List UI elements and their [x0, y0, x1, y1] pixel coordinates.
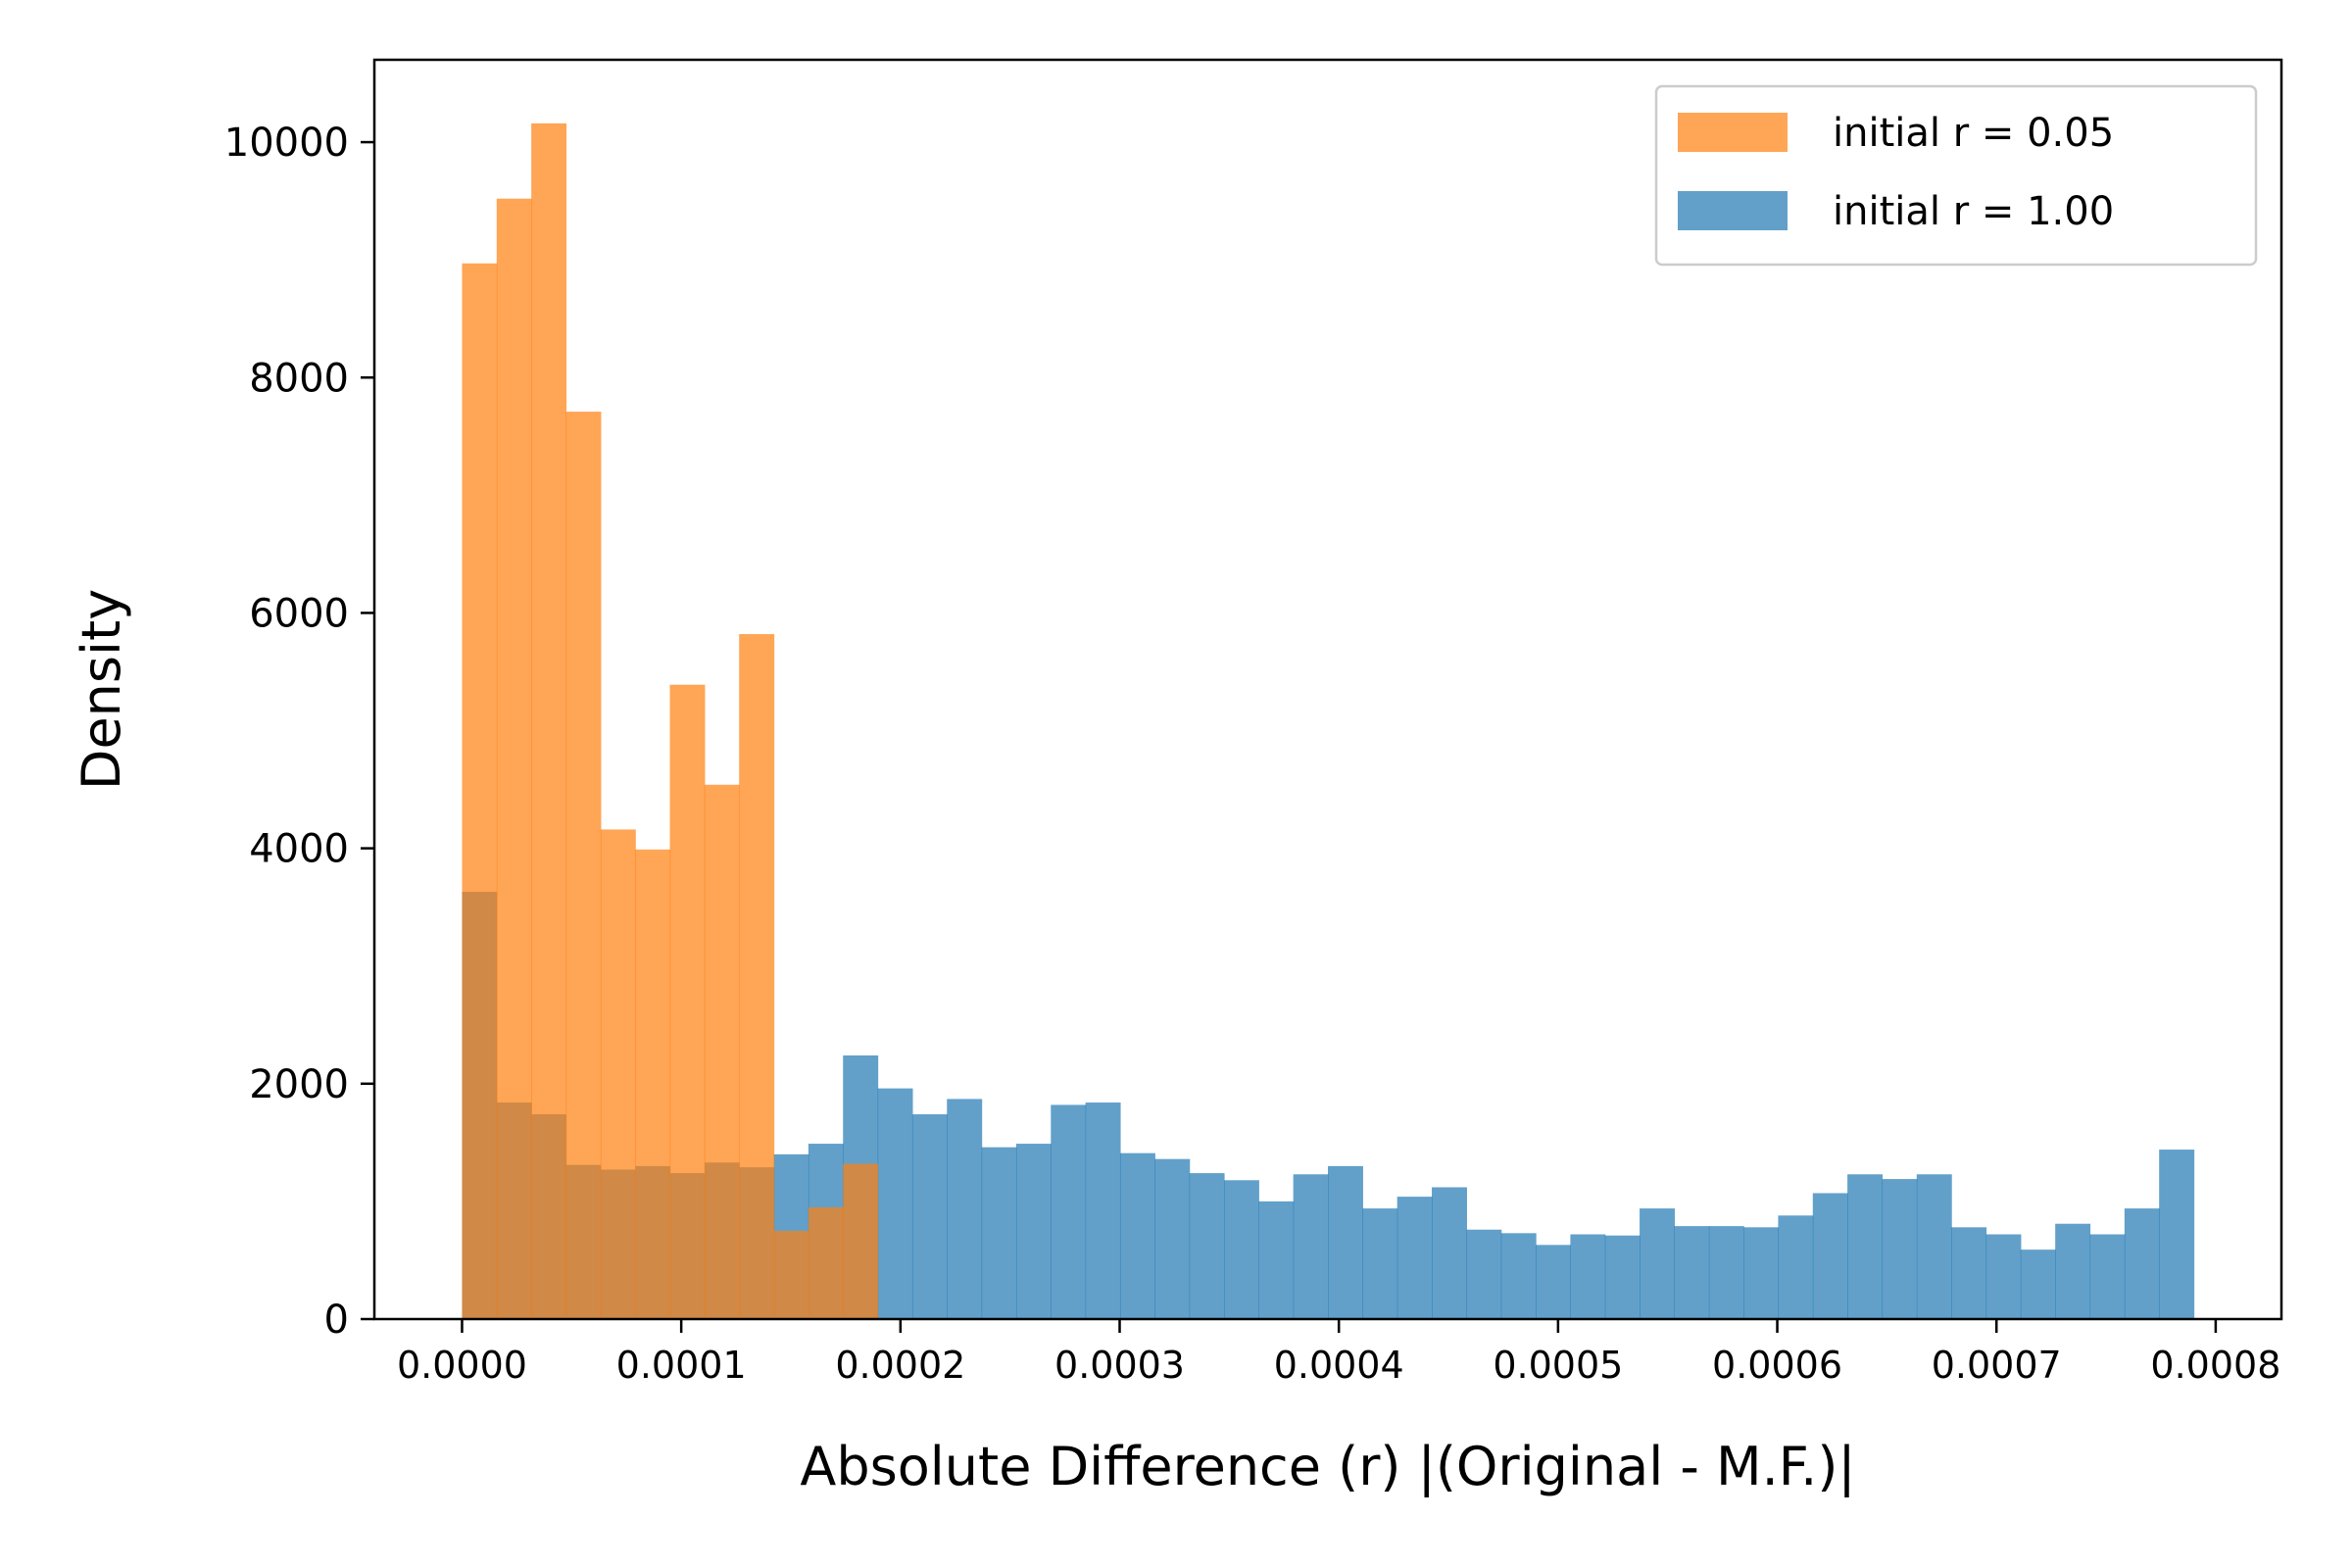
x-tick-label: 0.0008: [2150, 1344, 2280, 1387]
bar-blue-19: [1119, 1152, 1155, 1319]
legend-box: [1654, 84, 2258, 267]
y-tick-label: 4000: [249, 827, 349, 872]
y-tick-label: 2000: [249, 1062, 349, 1107]
x-tick-label: 0.0005: [1493, 1344, 1623, 1387]
y-tick-label: 10000: [224, 121, 349, 166]
bar-blue-12: [877, 1088, 913, 1319]
bar-blue-26: [1362, 1208, 1398, 1319]
bar-blue-27: [1396, 1197, 1433, 1319]
bar-orange-0: [462, 263, 498, 1319]
y-tick-label: 8000: [249, 356, 349, 401]
bar-orange-9: [773, 1230, 809, 1319]
bar-orange-6: [669, 684, 706, 1319]
bar-blue-25: [1328, 1165, 1363, 1319]
bar-orange-11: [843, 1163, 879, 1319]
legend-label-orange: initial r = 0.05: [1833, 111, 2114, 156]
bar-orange-2: [531, 122, 567, 1319]
legend-swatch-blue: [1678, 191, 1788, 230]
bar-blue-35: [1674, 1226, 1710, 1319]
legend-label-blue: initial r = 1.00: [1833, 189, 2114, 234]
bar-blue-41: [1882, 1179, 1918, 1319]
y-tick-label: 6000: [249, 591, 349, 636]
bar-blue-16: [1015, 1144, 1052, 1319]
x-axis-label: Absolute Difference (r) |(Original - M.F…: [800, 1436, 1855, 1497]
bar-blue-49: [2159, 1150, 2195, 1319]
bar-blue-21: [1189, 1173, 1225, 1319]
bar-blue-34: [1640, 1208, 1676, 1319]
bar-orange-1: [496, 198, 532, 1319]
bar-orange-5: [635, 849, 671, 1319]
bar-blue-37: [1743, 1227, 1780, 1319]
bar-blue-23: [1258, 1200, 1295, 1319]
bar-blue-31: [1536, 1245, 1571, 1319]
bar-blue-38: [1778, 1215, 1814, 1319]
bar-blue-29: [1466, 1229, 1502, 1319]
plot-frame: [372, 58, 2283, 1321]
y-tick-label: 0: [324, 1298, 349, 1343]
x-tick-label: 0.0000: [397, 1344, 527, 1387]
bar-blue-33: [1604, 1235, 1641, 1319]
bar-blue-14: [947, 1099, 983, 1319]
bar-blue-22: [1223, 1180, 1259, 1319]
bar-blue-18: [1085, 1102, 1121, 1319]
bar-orange-3: [565, 412, 602, 1319]
bar-blue-20: [1154, 1158, 1191, 1319]
bar-blue-48: [2124, 1208, 2160, 1319]
x-tick-label: 0.0002: [835, 1344, 965, 1387]
bar-blue-39: [1812, 1193, 1848, 1319]
bar-orange-4: [600, 829, 636, 1319]
y-axis-label: Density: [71, 589, 132, 790]
legend-swatch-orange: [1678, 113, 1788, 152]
bar-blue-42: [1916, 1174, 1952, 1319]
bar-blue-32: [1570, 1234, 1606, 1319]
bar-blue-47: [2089, 1234, 2126, 1319]
bar-blue-46: [2055, 1223, 2091, 1319]
bar-blue-30: [1500, 1233, 1537, 1319]
x-tick-label: 0.0004: [1274, 1344, 1404, 1387]
x-tick-label: 0.0007: [1932, 1344, 2062, 1387]
bar-orange-8: [739, 634, 775, 1319]
x-tick-label: 0.0001: [616, 1344, 747, 1387]
x-tick-label: 0.0003: [1054, 1344, 1185, 1387]
bar-blue-15: [981, 1147, 1017, 1319]
x-axis-ticks: 0.0000 0.0001 0.0002 0.0003 0.0004 0.0005 0.00…: [397, 1319, 2280, 1387]
bar-blue-43: [1951, 1227, 1987, 1319]
bar-blue-28: [1432, 1187, 1467, 1319]
bar-blue-40: [1847, 1174, 1884, 1319]
bars-layer: [462, 122, 2195, 1319]
bar-blue-45: [2020, 1250, 2056, 1319]
bar-blue-44: [1985, 1234, 2022, 1319]
bar-blue-13: [911, 1114, 948, 1319]
x-tick-label: 0.0006: [1712, 1344, 1842, 1387]
legend: initial r = 0.05 initial r = 1.00: [1654, 84, 2258, 267]
bar-blue-24: [1293, 1174, 1329, 1319]
bar-blue-36: [1708, 1226, 1744, 1319]
bar-blue-17: [1051, 1104, 1087, 1319]
bar-orange-7: [704, 784, 740, 1319]
y-axis-ticks: 0 2000 4000 6000 8000 10000: [224, 121, 374, 1343]
bar-orange-10: [808, 1206, 844, 1319]
